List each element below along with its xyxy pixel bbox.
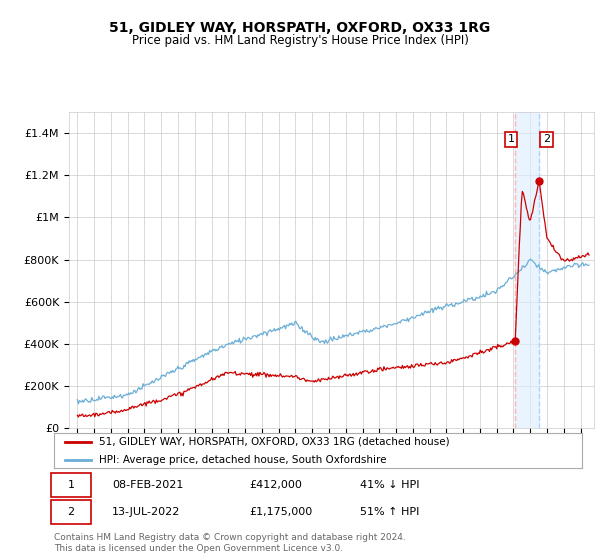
- FancyBboxPatch shape: [52, 473, 91, 497]
- Text: Contains HM Land Registry data © Crown copyright and database right 2024.
This d: Contains HM Land Registry data © Crown c…: [54, 533, 406, 553]
- Text: 13-JUL-2022: 13-JUL-2022: [112, 507, 181, 517]
- Text: 08-FEB-2021: 08-FEB-2021: [112, 480, 184, 490]
- Text: 1: 1: [508, 134, 514, 144]
- Text: 51, GIDLEY WAY, HORSPATH, OXFORD, OX33 1RG: 51, GIDLEY WAY, HORSPATH, OXFORD, OX33 1…: [109, 21, 491, 35]
- Text: 1: 1: [67, 480, 74, 490]
- Text: Price paid vs. HM Land Registry's House Price Index (HPI): Price paid vs. HM Land Registry's House …: [131, 34, 469, 46]
- Text: 51% ↑ HPI: 51% ↑ HPI: [360, 507, 419, 517]
- Text: 41% ↓ HPI: 41% ↓ HPI: [360, 480, 420, 490]
- Text: 51, GIDLEY WAY, HORSPATH, OXFORD, OX33 1RG (detached house): 51, GIDLEY WAY, HORSPATH, OXFORD, OX33 1…: [99, 437, 449, 446]
- Text: 2: 2: [67, 507, 74, 517]
- Text: £412,000: £412,000: [250, 480, 302, 490]
- FancyBboxPatch shape: [52, 501, 91, 524]
- Text: 2: 2: [543, 134, 550, 144]
- Bar: [515, 112, 539, 428]
- Text: £1,175,000: £1,175,000: [250, 507, 313, 517]
- Text: HPI: Average price, detached house, South Oxfordshire: HPI: Average price, detached house, Sout…: [99, 455, 386, 465]
